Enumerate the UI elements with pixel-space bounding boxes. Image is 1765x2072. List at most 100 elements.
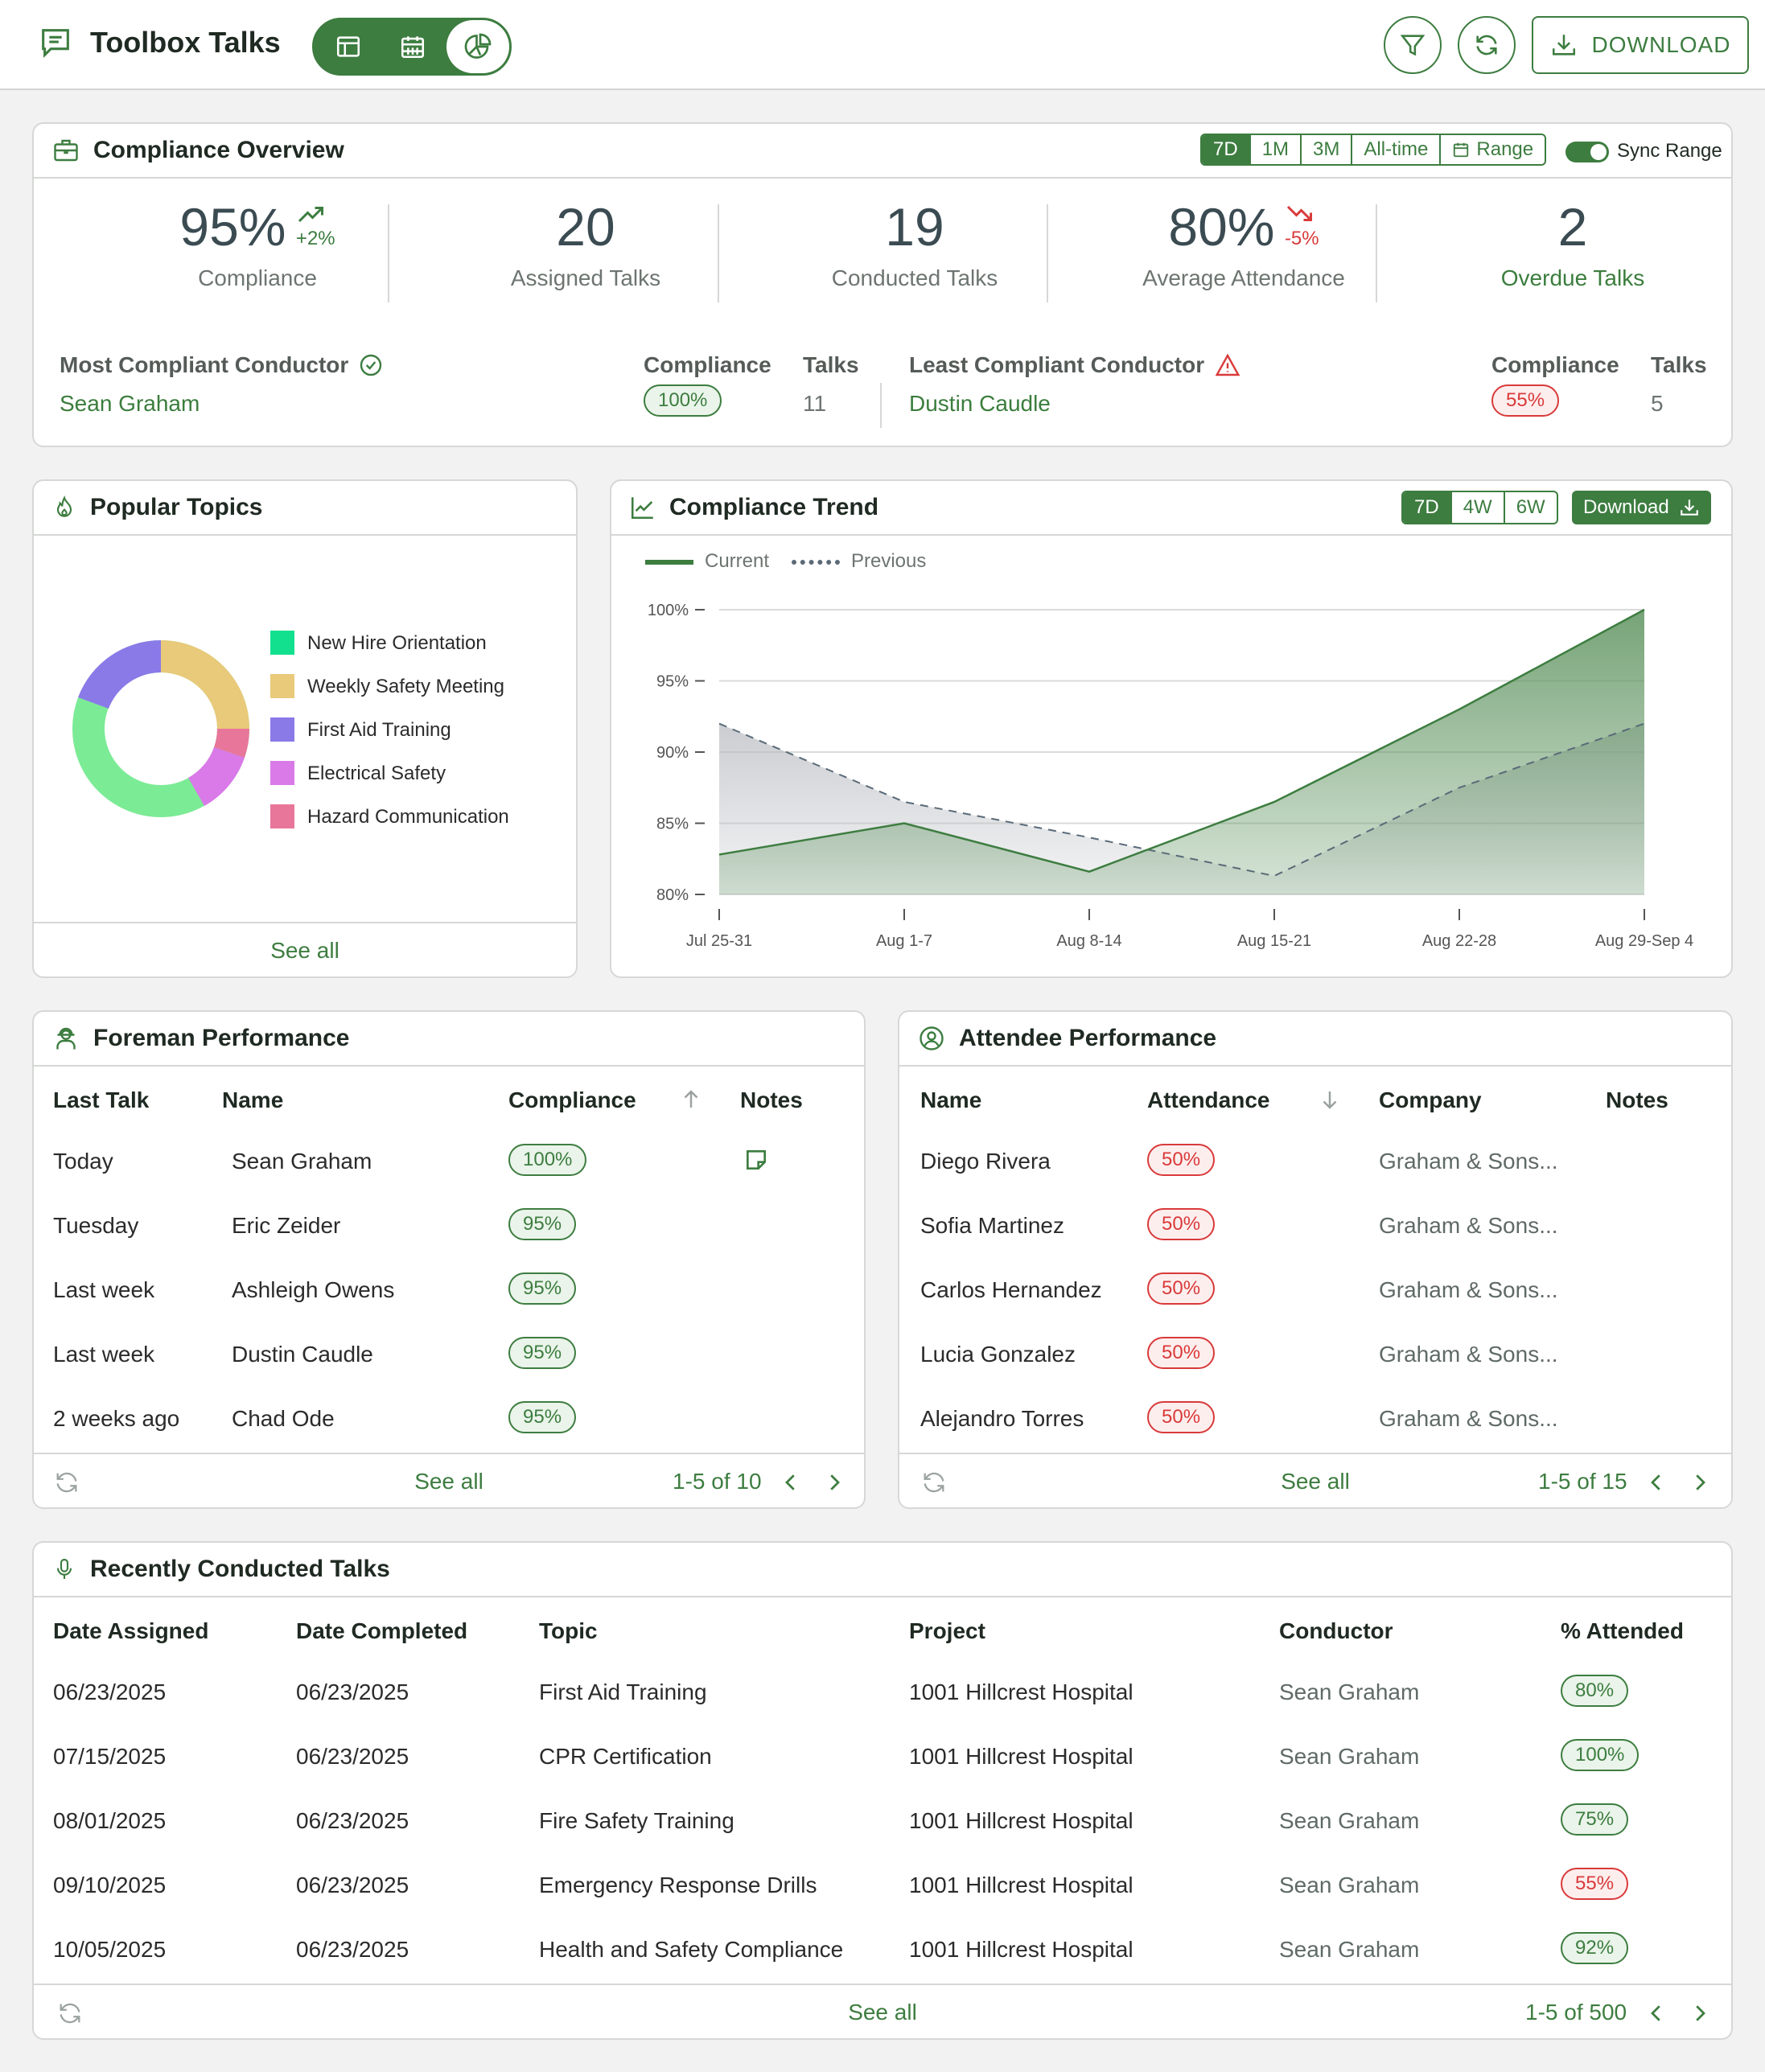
table-row[interactable]: 07/15/2025 06/23/2025 CPR Certification 100…: [34, 1733, 1731, 1781]
column-header[interactable]: Date Completed: [296, 1618, 468, 1643]
conductor-cell[interactable]: Sean Graham: [1279, 1679, 1420, 1704]
company-cell: Graham & Sons...: [1379, 1342, 1558, 1367]
top-bar: Toolbox Talks DOWNLOAD: [0, 0, 1765, 90]
refresh-icon[interactable]: [56, 2000, 84, 2027]
see-all-link[interactable]: See all: [270, 938, 339, 963]
table-row[interactable]: 10/05/2025 06/23/2025 Health and Safety Co…: [34, 1926, 1731, 1974]
column-header[interactable]: Project: [909, 1618, 985, 1643]
donut-segment-first-aid-training[interactable]: [78, 639, 161, 709]
current-series-area: [719, 610, 1644, 894]
table-row[interactable]: 09/10/2025 06/23/2025 Emergency Response D…: [34, 1861, 1731, 1910]
calendar-icon: [1454, 142, 1469, 158]
range-3m[interactable]: 3M: [1302, 135, 1353, 164]
column-header[interactable]: Company: [1379, 1087, 1482, 1112]
column-header[interactable]: Notes: [740, 1087, 803, 1112]
least-compliant-name[interactable]: Dustin Caudle: [909, 391, 1051, 416]
note-icon[interactable]: [743, 1147, 769, 1173]
table-row[interactable]: Sofia Martinez 50% Graham & Sons...: [899, 1202, 1731, 1250]
card-header: Compliance Trend: [611, 481, 1731, 536]
refresh-icon[interactable]: [920, 1469, 948, 1496]
legend-swatch: [270, 631, 294, 655]
range-6w[interactable]: 6W: [1516, 496, 1545, 518]
table-row[interactable]: 06/23/2025 06/23/2025 First Aid Training 10…: [34, 1668, 1731, 1716]
see-all-link[interactable]: See all: [848, 2000, 917, 2025]
table-row[interactable]: 08/01/2025 06/23/2025 Fire Safety Training…: [34, 1797, 1731, 1845]
column-header[interactable]: % Attended: [1561, 1618, 1684, 1643]
compliance-header: Compliance: [644, 352, 771, 377]
pill-text: 50%: [1147, 1144, 1216, 1176]
pill-text: 100%: [644, 384, 722, 417]
project-cell: 1001 Hillcrest Hospital: [909, 1873, 1133, 1897]
name-cell: Sofia Martinez: [920, 1213, 1064, 1238]
sync-range-toggle[interactable]: [1565, 142, 1609, 162]
column-header[interactable]: Attendance: [1147, 1087, 1270, 1112]
table-row[interactable]: Last week Ashleigh Owens 95%: [34, 1266, 864, 1314]
donut-segment-hazard-communication[interactable]: [214, 729, 250, 758]
chevron-right-icon[interactable]: [1688, 1470, 1712, 1494]
company-cell: Graham & Sons...: [1379, 1406, 1558, 1431]
conductor-cell[interactable]: Sean Graham: [1279, 1744, 1420, 1769]
range-custom-button[interactable]: Range: [1441, 135, 1545, 164]
range-1m[interactable]: 1M: [1251, 135, 1302, 164]
conductor-cell[interactable]: Sean Graham: [1279, 1873, 1420, 1897]
column-header[interactable]: Notes: [1606, 1087, 1668, 1112]
pie-chart-icon: [464, 33, 492, 59]
range-7d[interactable]: 7D: [1202, 135, 1251, 164]
table-view-button[interactable]: [317, 20, 380, 73]
column-header[interactable]: Topic: [539, 1618, 598, 1643]
chevron-right-icon[interactable]: [1688, 2001, 1712, 2025]
sync-range-label: Sync Range: [1617, 140, 1722, 162]
chevron-right-icon[interactable]: [822, 1470, 846, 1494]
see-all-link[interactable]: See all: [1281, 1469, 1350, 1494]
card-footer: See all 1-5 of 15: [899, 1453, 1731, 1507]
dashboard-view-button[interactable]: [446, 20, 509, 73]
least-talks-value: 5: [1651, 391, 1664, 416]
download-button[interactable]: DOWNLOAD: [1532, 16, 1749, 74]
chevron-left-icon[interactable]: [1644, 2001, 1668, 2025]
pill-text: 55%: [1491, 384, 1560, 417]
trend-download-button[interactable]: Download: [1572, 491, 1711, 524]
most-compliant-name[interactable]: Sean Graham: [60, 391, 200, 416]
range-4w[interactable]: 4W: [1452, 492, 1505, 523]
refresh-icon[interactable]: [53, 1469, 80, 1496]
legend-swatch: [270, 761, 294, 785]
divider: [880, 383, 882, 428]
donut-segment-electrical-safety[interactable]: [188, 747, 245, 806]
table-row[interactable]: Tuesday Eric Zeider 95%: [34, 1202, 864, 1250]
chevron-left-icon[interactable]: [1644, 1470, 1668, 1494]
table-row[interactable]: 2 weeks ago Chad Ode 95%: [34, 1395, 864, 1443]
table-row[interactable]: Carlos Hernandez 50% Graham & Sons...: [899, 1266, 1731, 1314]
column-header[interactable]: Compliance: [508, 1087, 636, 1112]
see-all-link[interactable]: See all: [414, 1469, 483, 1494]
divider: [718, 204, 719, 302]
donut-segment-weekly-safety-meeting[interactable]: [161, 640, 249, 729]
column-header[interactable]: Last Talk: [53, 1087, 150, 1112]
sort-descending-icon[interactable]: [1318, 1087, 1342, 1112]
card-header: Popular Topics: [34, 481, 576, 536]
kpi-overdue-talks: 2 Overdue Talks: [1409, 196, 1731, 291]
filter-button[interactable]: [1384, 16, 1442, 74]
table-row[interactable]: Lucia Gonzalez 50% Graham & Sons...: [899, 1330, 1731, 1379]
kpi-compliance: 95% +2% Compliance: [93, 196, 422, 291]
column-header[interactable]: Name: [222, 1087, 284, 1112]
compliance-trend-card: Compliance Trend 7D 4W 6W Download Curre…: [610, 479, 1733, 978]
range-all-time[interactable]: All-time: [1352, 135, 1442, 164]
project-cell: 1001 Hillcrest Hospital: [909, 1808, 1133, 1833]
table-row[interactable]: Today Sean Graham 100%: [34, 1137, 864, 1186]
table-row[interactable]: Last week Dustin Caudle 95%: [34, 1330, 864, 1379]
sort-ascending-icon[interactable]: [679, 1087, 703, 1112]
calendar-view-button[interactable]: [381, 20, 444, 73]
column-header[interactable]: Conductor: [1279, 1618, 1393, 1643]
date-assigned-cell: 06/23/2025: [53, 1679, 167, 1704]
column-header[interactable]: Name: [920, 1087, 982, 1112]
column-header[interactable]: Date Assigned: [53, 1618, 209, 1643]
range-7d[interactable]: 7D: [1403, 492, 1452, 523]
name-cell: Alejandro Torres: [920, 1406, 1084, 1431]
conductor-cell[interactable]: Sean Graham: [1279, 1937, 1420, 1962]
chevron-left-icon[interactable]: [779, 1470, 803, 1494]
conductor-cell[interactable]: Sean Graham: [1279, 1808, 1420, 1833]
table-row[interactable]: Alejandro Torres 50% Graham & Sons...: [899, 1395, 1731, 1443]
previous-series-line: [718, 722, 1645, 878]
refresh-button[interactable]: [1458, 16, 1516, 74]
table-row[interactable]: Diego Rivera 50% Graham & Sons...: [899, 1137, 1731, 1186]
